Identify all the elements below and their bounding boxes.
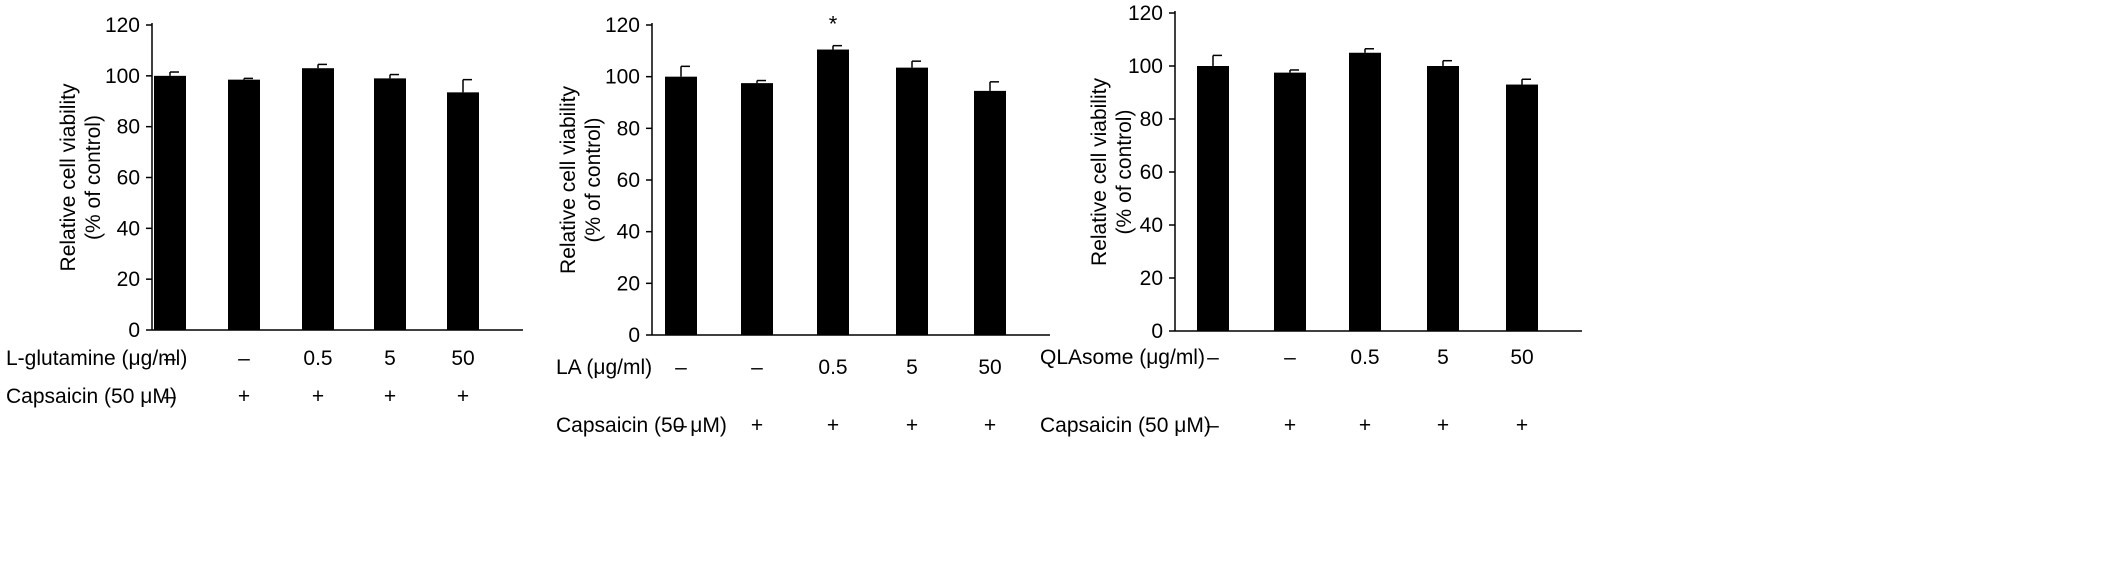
treatment-row-label: QLAsome (μg/ml)	[1040, 346, 1205, 369]
bar	[1349, 52, 1381, 331]
treatment-value: –	[1207, 346, 1219, 369]
y-tick-label: 60	[1140, 161, 1163, 184]
capsaicin-value: +	[827, 414, 839, 437]
capsaicin-value: +	[751, 414, 763, 437]
capsaicin-value: –	[1207, 414, 1219, 437]
bar	[1274, 72, 1306, 331]
capsaicin-value: +	[384, 385, 396, 408]
bar	[154, 75, 186, 330]
y-tick-label: 0	[628, 324, 640, 347]
y-axis-title-line1: Relative cell viability	[57, 83, 80, 271]
treatment-value: 0.5	[1350, 346, 1379, 369]
treatment-value: –	[1284, 346, 1296, 369]
capsaicin-value: –	[675, 414, 687, 437]
bar	[228, 79, 260, 330]
bar	[1427, 66, 1459, 331]
treatment-value: 5	[384, 347, 396, 370]
y-tick-label: 120	[105, 14, 140, 37]
chart-panel-1: 0 20 40 60 80 100 120 Relative cell viability (%…	[6, 14, 523, 408]
y-axis-title: Relative cell viability (% of control)	[1088, 78, 1136, 266]
y-axis-title-line2: (% of control)	[1113, 110, 1136, 235]
y-tick-label: 80	[1140, 108, 1163, 131]
bar	[896, 67, 928, 335]
y-axis-title: Relative cell viability (% of control)	[57, 83, 105, 271]
capsaicin-row-label: Capsaicin (50 μM)	[556, 414, 727, 437]
treatment-value: 0.5	[818, 356, 847, 379]
treatment-value: 50	[1510, 346, 1533, 369]
bar	[974, 90, 1006, 335]
y-tick-label: 120	[605, 14, 640, 37]
y-tick-label: 120	[1128, 2, 1163, 25]
capsaicin-value: +	[1437, 414, 1449, 437]
capsaicin-value: +	[457, 385, 469, 408]
capsaicin-value: +	[1516, 414, 1528, 437]
y-tick-label: 40	[617, 221, 640, 244]
y-tick-label: 100	[1128, 55, 1163, 78]
y-tick-label: 80	[617, 117, 640, 140]
treatment-value: 5	[906, 356, 918, 379]
capsaicin-value: +	[906, 414, 918, 437]
treatment-value: 5	[1437, 346, 1449, 369]
treatment-row-label: L-glutamine (μg/ml)	[6, 347, 187, 370]
y-tick-label: 20	[117, 268, 140, 291]
y-tick-label: 40	[1140, 214, 1163, 237]
bar	[374, 78, 406, 330]
y-tick-label: 0	[1151, 320, 1163, 343]
y-axis-title-line1: Relative cell viability	[1088, 78, 1111, 266]
y-tick-label: 60	[617, 169, 640, 192]
y-tick-label: 20	[1140, 267, 1163, 290]
treatment-value: 50	[978, 356, 1001, 379]
y-tick-label: 40	[117, 217, 140, 240]
bar	[665, 76, 697, 336]
treatment-value: –	[164, 347, 176, 370]
bar	[302, 68, 334, 330]
y-tick-label: 0	[128, 319, 140, 342]
capsaicin-row-label: Capsaicin (50 μM)	[1040, 414, 1211, 437]
treatment-value: 50	[451, 347, 474, 370]
bar	[1197, 66, 1229, 331]
capsaicin-value: –	[164, 385, 176, 408]
capsaicin-value: +	[1284, 414, 1296, 437]
capsaicin-value: +	[1359, 414, 1371, 437]
treatment-value: –	[751, 356, 763, 379]
y-axis-title: Relative cell viability (% of control)	[557, 86, 605, 274]
y-tick-label: 20	[617, 272, 640, 295]
y-tick-label: 60	[117, 167, 140, 190]
bar	[741, 83, 773, 335]
bar	[447, 92, 479, 331]
treatment-value: –	[238, 347, 250, 370]
capsaicin-row-label: Capsaicin (50 μM)	[6, 385, 177, 408]
y-axis-title-line2: (% of control)	[582, 118, 605, 243]
capsaicin-value: +	[984, 414, 996, 437]
y-axis-title-line2: (% of control)	[82, 115, 105, 240]
y-axis-title-line1: Relative cell viability	[557, 86, 580, 274]
y-tick-label: 100	[605, 66, 640, 89]
treatment-value: –	[675, 356, 687, 379]
y-tick-label: 80	[117, 116, 140, 139]
treatment-row-label: LA (μg/ml)	[556, 356, 652, 379]
y-tick-label: 100	[105, 65, 140, 88]
bar	[817, 49, 849, 336]
significance-marker: *	[829, 12, 838, 37]
capsaicin-value: +	[312, 385, 324, 408]
treatment-value: 0.5	[303, 347, 332, 370]
bar	[1506, 84, 1538, 331]
chart-panel-2: 0 20 40 60 80 100 120 Relative cell viability (%…	[556, 12, 1050, 437]
capsaicin-value: +	[238, 385, 250, 408]
chart-panel-3: 0 20 40 60 80 100 120 Relative cell viability (%…	[1040, 2, 1582, 437]
